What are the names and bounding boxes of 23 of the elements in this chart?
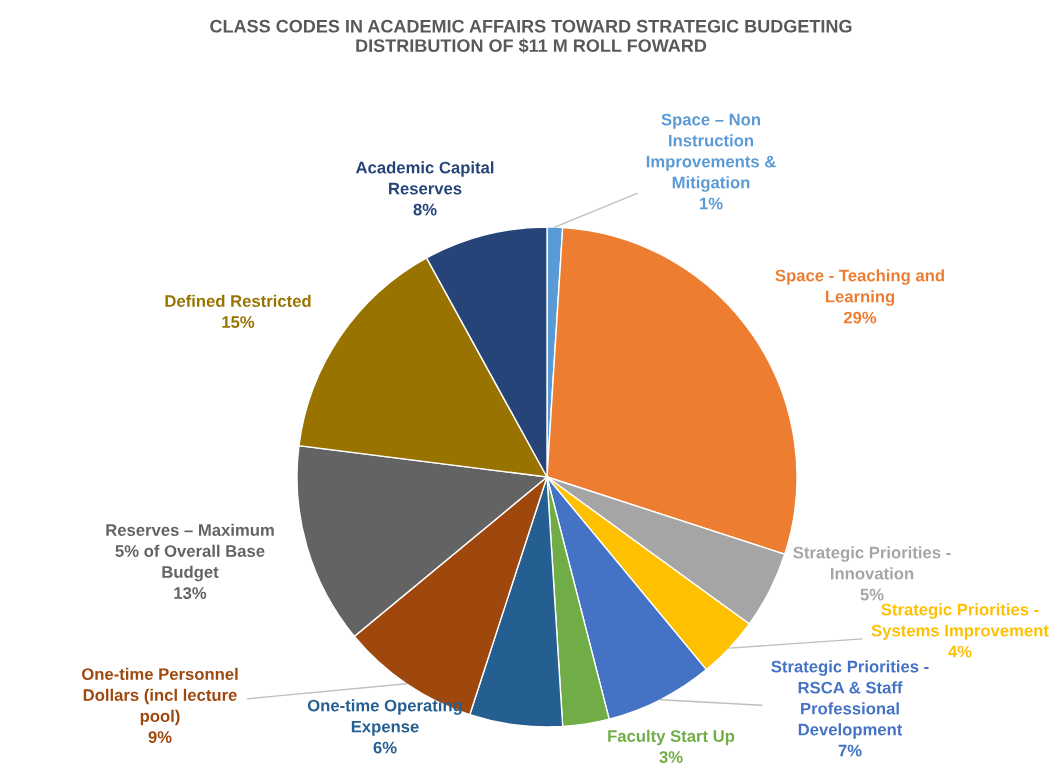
- data-label: 9%: [148, 731, 172, 743]
- data-label: 15%: [222, 316, 255, 328]
- data-label: 6%: [373, 741, 397, 754]
- slice-label: Strategic Priorities - Systems Improvement: [871, 603, 1049, 640]
- slice-label: Space - Teaching and Learning: [775, 269, 944, 306]
- data-label: 1%: [700, 197, 723, 210]
- slice-label: Strategic Priorities - RSCA & Staff Professional Development: [771, 660, 929, 739]
- data-label: 29%: [843, 311, 877, 324]
- data-label: 13%: [174, 587, 207, 599]
- chart-title: CLASS CODES IN ACADEMIC AFFAIRS TOWARD STRATEGIC BUDGETING DISTRIBUTION OF $11 M ROLL FOWARD: [210, 19, 852, 54]
- data-label: 8%: [413, 203, 437, 216]
- slice-label: One-time Personnel Dollars (incl lecture pool): [81, 667, 238, 726]
- data-label: 7%: [838, 744, 862, 757]
- data-label: 5%: [860, 588, 884, 601]
- slice-label: One-time Operating Expense: [307, 699, 462, 736]
- slice-label: Reserves – Maximum 5% of Overall Base Budget: [106, 523, 274, 582]
- slice-label: Strategic Priorities - Innovation: [793, 546, 951, 580]
- slice-label: Space – Non Instruction Improvements & Mitigation: [646, 113, 776, 192]
- data-label: 4%: [948, 645, 972, 658]
- slice-label: Faculty Start Up: [608, 729, 735, 746]
- slice-label: Defined Restricted: [165, 294, 311, 307]
- slice-label: Academic Capital Reserves: [355, 161, 494, 195]
- data-label: 3%: [659, 751, 683, 763]
